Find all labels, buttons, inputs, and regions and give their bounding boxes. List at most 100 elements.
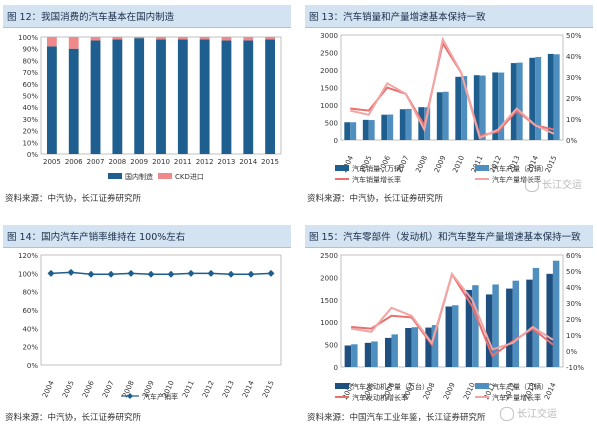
bar (436, 92, 443, 140)
bar (177, 39, 188, 155)
bar (156, 37, 166, 40)
x-tick-label: 2004 (41, 379, 56, 399)
bar (425, 327, 432, 367)
chart-title-bar: 图 14：国内汽车产销率维持在 100%左右 (3, 225, 291, 248)
chart-title: 图 13：汽车销量和产量增速基本保持一致 (309, 12, 486, 23)
y-tick-label: 2000 (320, 67, 338, 75)
bar (177, 37, 188, 40)
y-tick-label: 1500 (320, 297, 338, 305)
bar (510, 63, 517, 140)
bar (387, 114, 394, 140)
bar (532, 267, 540, 367)
bar (492, 72, 499, 140)
y2-tick-label: 30% (566, 74, 582, 82)
x-tick-label: 2008 (108, 158, 126, 166)
data-point (147, 270, 155, 278)
y-tick-label: 20% (22, 128, 38, 136)
bar (134, 38, 145, 154)
bar (405, 108, 412, 140)
legend-label: CKD进口 (175, 173, 204, 181)
chart-14-svg: 0% 20% 40% 60% 80% 100% 120% 2004 2005 2006 2007 20… (18, 252, 282, 401)
watermark-icon (500, 407, 514, 421)
data-point (107, 270, 115, 278)
legend-swatch (475, 165, 489, 171)
x-tick-label: 2013 (221, 379, 236, 399)
y-tick-label: 80% (22, 57, 38, 65)
bar (381, 114, 388, 140)
x-tick-label: 2010 (462, 381, 477, 401)
data-point (67, 268, 75, 276)
data-point (207, 269, 215, 277)
x-tick-label: 2010 (152, 158, 170, 166)
y2-tick-label: 40% (566, 284, 582, 292)
legend-label: 汽车发动机增长率 (352, 393, 408, 402)
y-tick-label: 2000 (320, 274, 338, 282)
x-tick-label: 2015 (261, 379, 276, 399)
legend-swatch (335, 165, 349, 171)
legend-label: 国内制造 (125, 172, 153, 181)
y2-tick-label: 20% (566, 316, 582, 324)
chart-13-svg: 0 500 1000 1500 2000 2500 3000 0% 10% 20% 30% 40% 50… (320, 32, 582, 184)
bar (364, 342, 372, 367)
bar (455, 76, 462, 140)
bar (47, 37, 57, 47)
x-tick-label: 2012 (196, 158, 214, 166)
legend-label: 汽车产量（万辆） (492, 164, 548, 173)
chart-15-svg: 0 500 1000 1500 2000 2500 -10% 0% 10% 20% 30% 40% 50… (320, 252, 584, 402)
chart-title-bar: 图 15：汽车零部件（发动机）和汽车整车产量增速基本保持一致 (305, 225, 593, 248)
chart-panel-14: 图 14：国内汽车产销率维持在 100%左右 0% 20% 40% 60% 80% 100… (3, 225, 291, 424)
bar (112, 39, 123, 155)
bar (485, 294, 493, 367)
y2-tick-label: 40% (566, 53, 582, 61)
bar (465, 289, 473, 367)
bar (221, 40, 232, 155)
x-tick-label: 2007 (101, 379, 116, 399)
x-tick-label: 2011 (174, 158, 192, 166)
y-tick-label: 120% (18, 252, 38, 260)
y-tick-label: 40% (22, 104, 38, 112)
y-tick-label: 100% (18, 270, 38, 278)
y2-tick-label: 60% (566, 252, 582, 260)
y-tick-label: 100% (18, 34, 38, 42)
x-tick-label: 2015 (261, 158, 279, 166)
y-tick-label: 2500 (320, 252, 338, 260)
bar (461, 76, 468, 140)
y-tick-label: 60% (22, 307, 38, 315)
bar (134, 37, 145, 39)
y-tick-label: 90% (22, 46, 38, 54)
series-line (350, 272, 554, 351)
bar (552, 260, 560, 367)
bar (351, 344, 358, 367)
bar (445, 306, 452, 367)
chart-panel-12: 图 12：我国消费的汽车基本在国内制造 0% 10% 20% 30% 40% 50% 60%… (3, 5, 291, 204)
y2-tick-label: 50% (566, 268, 582, 276)
y-tick-label: 20% (22, 344, 38, 352)
y2-tick-label: 0% (566, 137, 577, 145)
bar (529, 57, 536, 140)
bar (90, 40, 101, 155)
bar (199, 39, 210, 155)
bar (384, 337, 392, 367)
bar (371, 341, 378, 367)
bar (535, 56, 542, 141)
plot-frame (40, 254, 282, 366)
y-tick-label: 70% (22, 69, 38, 77)
x-tick-label: 2009 (433, 154, 448, 174)
bar (68, 37, 79, 49)
y-tick-label: 40% (22, 325, 38, 333)
x-tick-label: 2009 (442, 381, 457, 401)
legend-label: 汽车发动机产量（万台） (352, 382, 429, 391)
bar (405, 328, 412, 367)
bar (479, 75, 486, 140)
legend-label: 汽车产量增长率 (492, 393, 541, 402)
bar (243, 37, 254, 41)
series-line (50, 271, 272, 275)
bar (362, 119, 369, 140)
y-tick-label: 0 (334, 137, 338, 145)
bar (424, 107, 431, 140)
y2-tick-label: 0% (566, 348, 577, 356)
y-tick-label: 60% (22, 81, 38, 89)
y-tick-label: 1000 (320, 319, 338, 327)
series-line (350, 36, 555, 140)
chart-title-bar: 图 13：汽车销量和产量增速基本保持一致 (305, 5, 593, 28)
